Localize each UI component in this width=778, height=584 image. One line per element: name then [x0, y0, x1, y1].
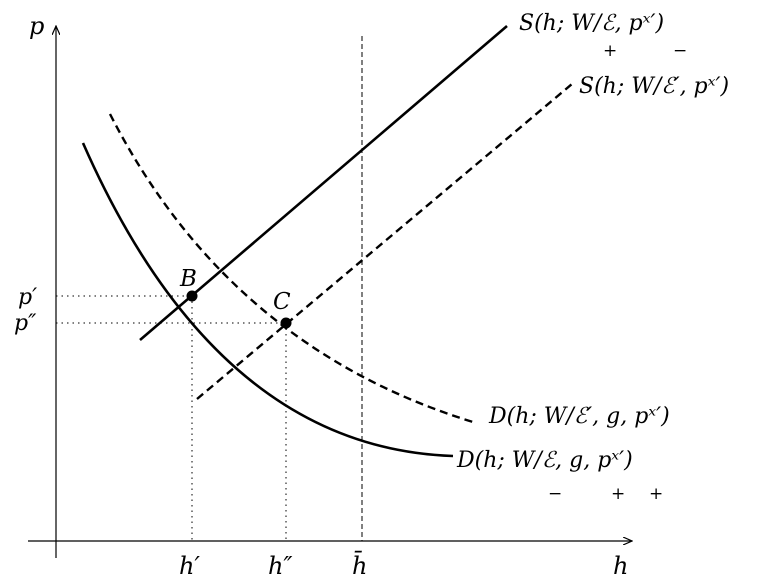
demand-dashed-label: D(h; W/ℰ′, g, pˣ′): [488, 404, 670, 429]
supply-curve-dashed: [196, 83, 573, 400]
supply-solid-label: S(h; W/ℰ, pˣ′): [519, 11, 664, 36]
h-bar-tick: h̄: [352, 551, 367, 580]
demand-solid-sign-2: +: [611, 484, 625, 504]
demand-curve-solid: [81, 142, 454, 458]
point-c-label: C: [273, 289, 291, 315]
p-prime-tick: p′: [18, 285, 37, 310]
demand-solid-sign-3: +: [649, 484, 663, 504]
demand-solid-label: D(h; W/ℰ, g, pˣ′): [456, 448, 633, 473]
h-prime-tick: h′: [179, 552, 200, 580]
supply-solid-sign-1: +: [603, 41, 617, 61]
point-b-label: B: [179, 266, 197, 292]
y-axis-label: p: [29, 12, 44, 40]
demand-curve-dashed: [108, 113, 474, 424]
x-axis-label: h: [613, 552, 628, 580]
demand-solid-sign-1: −: [548, 484, 562, 504]
point-c: [280, 317, 292, 329]
h-double-prime-tick: h″: [268, 552, 292, 580]
supply-dashed-label: S(h; W/ℰ′, pˣ′): [579, 74, 729, 99]
supply-curve-solid: [139, 25, 508, 341]
supply-solid-sign-2: −: [673, 41, 687, 61]
point-b: [186, 290, 198, 302]
p-double-prime-tick: p″: [14, 311, 37, 336]
